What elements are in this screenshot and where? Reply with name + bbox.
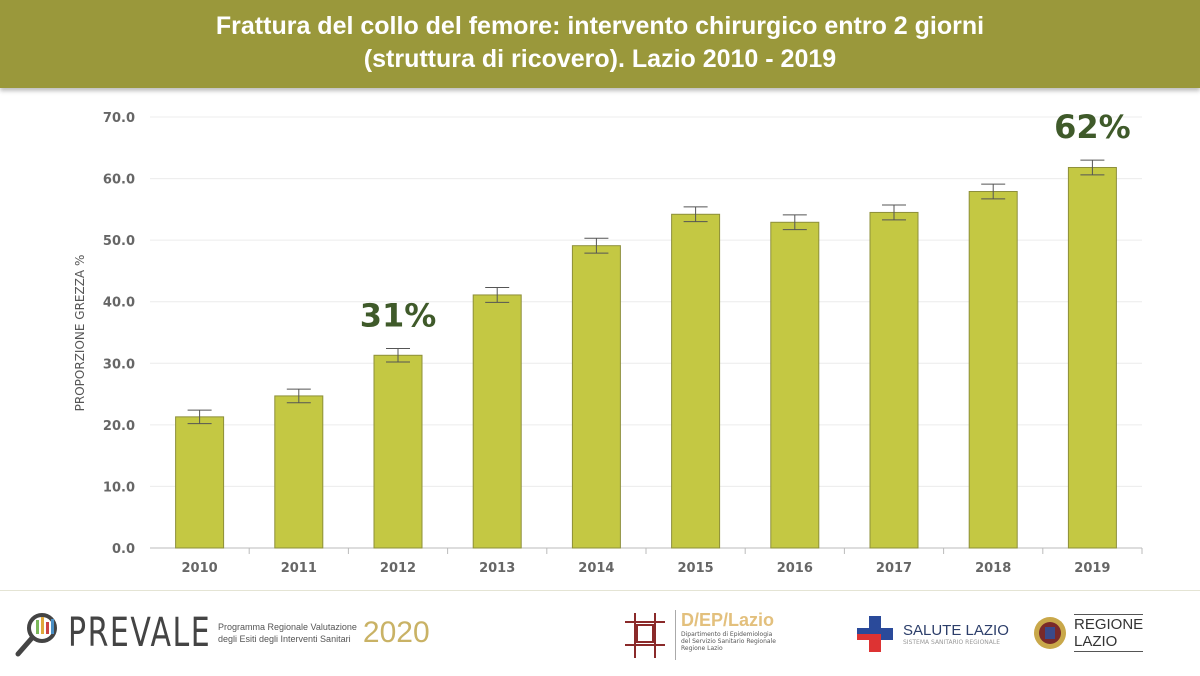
prevale-line1: Programma Regionale Valutazione xyxy=(218,622,357,632)
bar-2014 xyxy=(571,245,621,549)
dep-line1: Dipartimento di Epidemiologia xyxy=(681,631,773,638)
bar-2016 xyxy=(770,221,820,549)
footer xyxy=(0,590,1200,676)
annotation-2012: 31% xyxy=(360,297,437,335)
bar-2013 xyxy=(472,294,522,549)
bar-2010 xyxy=(175,416,225,549)
x-tick-label-2014: 2014 xyxy=(578,561,614,576)
dep-emblem-icon xyxy=(625,613,665,658)
x-tick-label-2016: 2016 xyxy=(777,561,813,576)
y-tick-label: 30.0 xyxy=(103,357,135,372)
regione-emblem-icon xyxy=(1034,617,1066,649)
bar-chart: PROPORZIONE GREZZA % 0.0 10.0 20.0 30.0 40.0… xyxy=(73,108,1143,576)
x-tick-label-2010: 2010 xyxy=(182,561,218,576)
regione-lazio-logo: REGIONE LAZIO xyxy=(1032,614,1144,652)
bar-2012 xyxy=(373,354,423,549)
chart-title-line2: (struttura di ricovero). Lazio 2010 - 20… xyxy=(363,45,837,73)
y-axis-label: PROPORZIONE GREZZA % xyxy=(73,255,87,412)
regione-line2: LAZIO xyxy=(1074,633,1118,650)
y-tick-label: 60.0 xyxy=(103,173,135,188)
magnifier-icon xyxy=(15,613,57,657)
y-tick-label: 0.0 xyxy=(112,542,135,557)
y-tick-label: 40.0 xyxy=(103,296,135,311)
prevale-line2: degli Esiti degli Interventi Sanitari xyxy=(218,634,351,644)
y-tick-label: 70.0 xyxy=(103,111,135,126)
bar-2018 xyxy=(968,191,1018,549)
x-tick-label-2018: 2018 xyxy=(975,561,1011,576)
prevale-logo: PREVALE Programma Regionale Valutazione … xyxy=(14,608,430,658)
cross-icon xyxy=(857,616,893,652)
prevale-wordmark: PREVALE xyxy=(68,610,212,656)
bar-2017 xyxy=(869,211,919,549)
dep-line3: Regione Lazio xyxy=(681,645,723,652)
annotation-2019: 62% xyxy=(1054,108,1131,146)
title-bar: Frattura del collo del femore: intervent… xyxy=(0,0,1200,88)
dep-lazio-logo: D/EP/Lazio Dipartimento di Epidemiologia… xyxy=(620,610,776,660)
regione-line1: REGIONE xyxy=(1074,616,1144,633)
y-tick-label: 50.0 xyxy=(103,234,135,249)
x-tick-label-2017: 2017 xyxy=(876,561,912,576)
salute-lazio-logo: SALUTE LAZIO SISTEMA SANITARIO REGIONALE xyxy=(855,614,1009,654)
salute-sub: SISTEMA SANITARIO REGIONALE xyxy=(903,639,1001,646)
x-tick-label-2019: 2019 xyxy=(1074,561,1110,576)
y-tick-label: 10.0 xyxy=(103,480,135,495)
x-tick-label-2015: 2015 xyxy=(678,561,714,576)
bar-2011 xyxy=(274,395,324,549)
dep-line2: del Servizio Sanitario Regionale xyxy=(681,638,776,645)
x-tick-label-2013: 2013 xyxy=(479,561,515,576)
salute-title: SALUTE LAZIO xyxy=(903,622,1009,639)
bar-2015 xyxy=(671,213,721,549)
y-tick-label: 20.0 xyxy=(103,419,135,434)
bar-2019 xyxy=(1067,166,1117,549)
chart-title-line1: Frattura del collo del femore: intervent… xyxy=(215,12,985,40)
x-tick-label-2012: 2012 xyxy=(380,561,416,576)
dep-wordmark: D/EP/Lazio xyxy=(681,610,775,630)
x-tick-label-2011: 2011 xyxy=(281,561,317,576)
prevale-year: 2020 xyxy=(362,616,430,649)
